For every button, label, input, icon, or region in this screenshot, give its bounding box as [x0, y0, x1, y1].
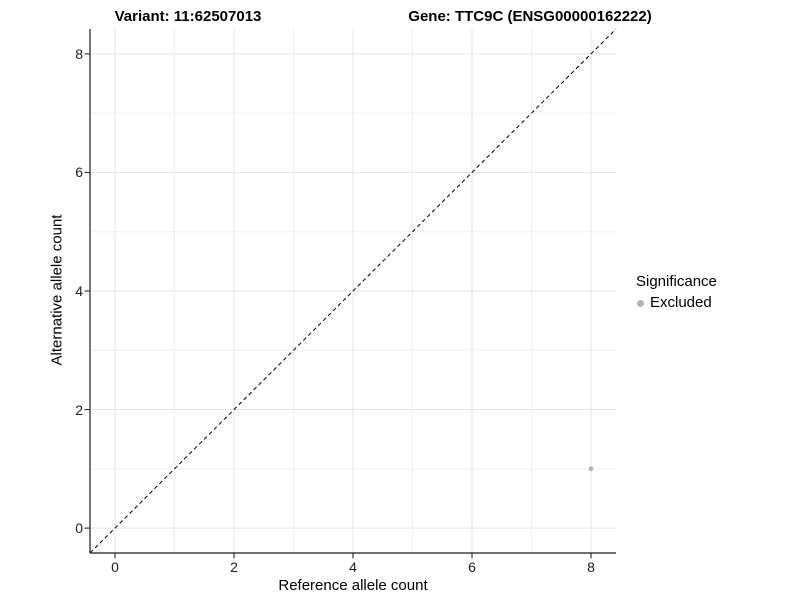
- data-point: [588, 466, 594, 472]
- x-tick-label: 8: [587, 559, 595, 575]
- y-tick-label: 0: [75, 520, 83, 537]
- identity-dashed-line: [89, 28, 617, 554]
- legend-point-icon: [637, 299, 644, 307]
- x-tick-label: 6: [468, 559, 476, 575]
- y-tick-label: 2: [75, 401, 83, 418]
- legend-title: Significance: [636, 273, 717, 290]
- x-tick-label: 4: [349, 559, 357, 575]
- y-tick-label: 4: [75, 283, 83, 299]
- legend: Significance Excluded: [632, 272, 717, 312]
- legend-item-label: Excluded: [650, 294, 712, 311]
- legend-item-excluded: Excluded: [632, 294, 717, 312]
- gene-title: Gene: TTC9C (ENSG00000162222): [408, 8, 652, 25]
- y-tick-label: 6: [75, 164, 83, 181]
- variant-title: Variant: 11:62507013: [114, 8, 262, 25]
- y-tick-label: 8: [75, 45, 83, 62]
- x-axis-label: Reference allele count: [278, 577, 428, 594]
- x-tick-label: 2: [230, 559, 238, 575]
- x-tick-label: 0: [111, 559, 119, 575]
